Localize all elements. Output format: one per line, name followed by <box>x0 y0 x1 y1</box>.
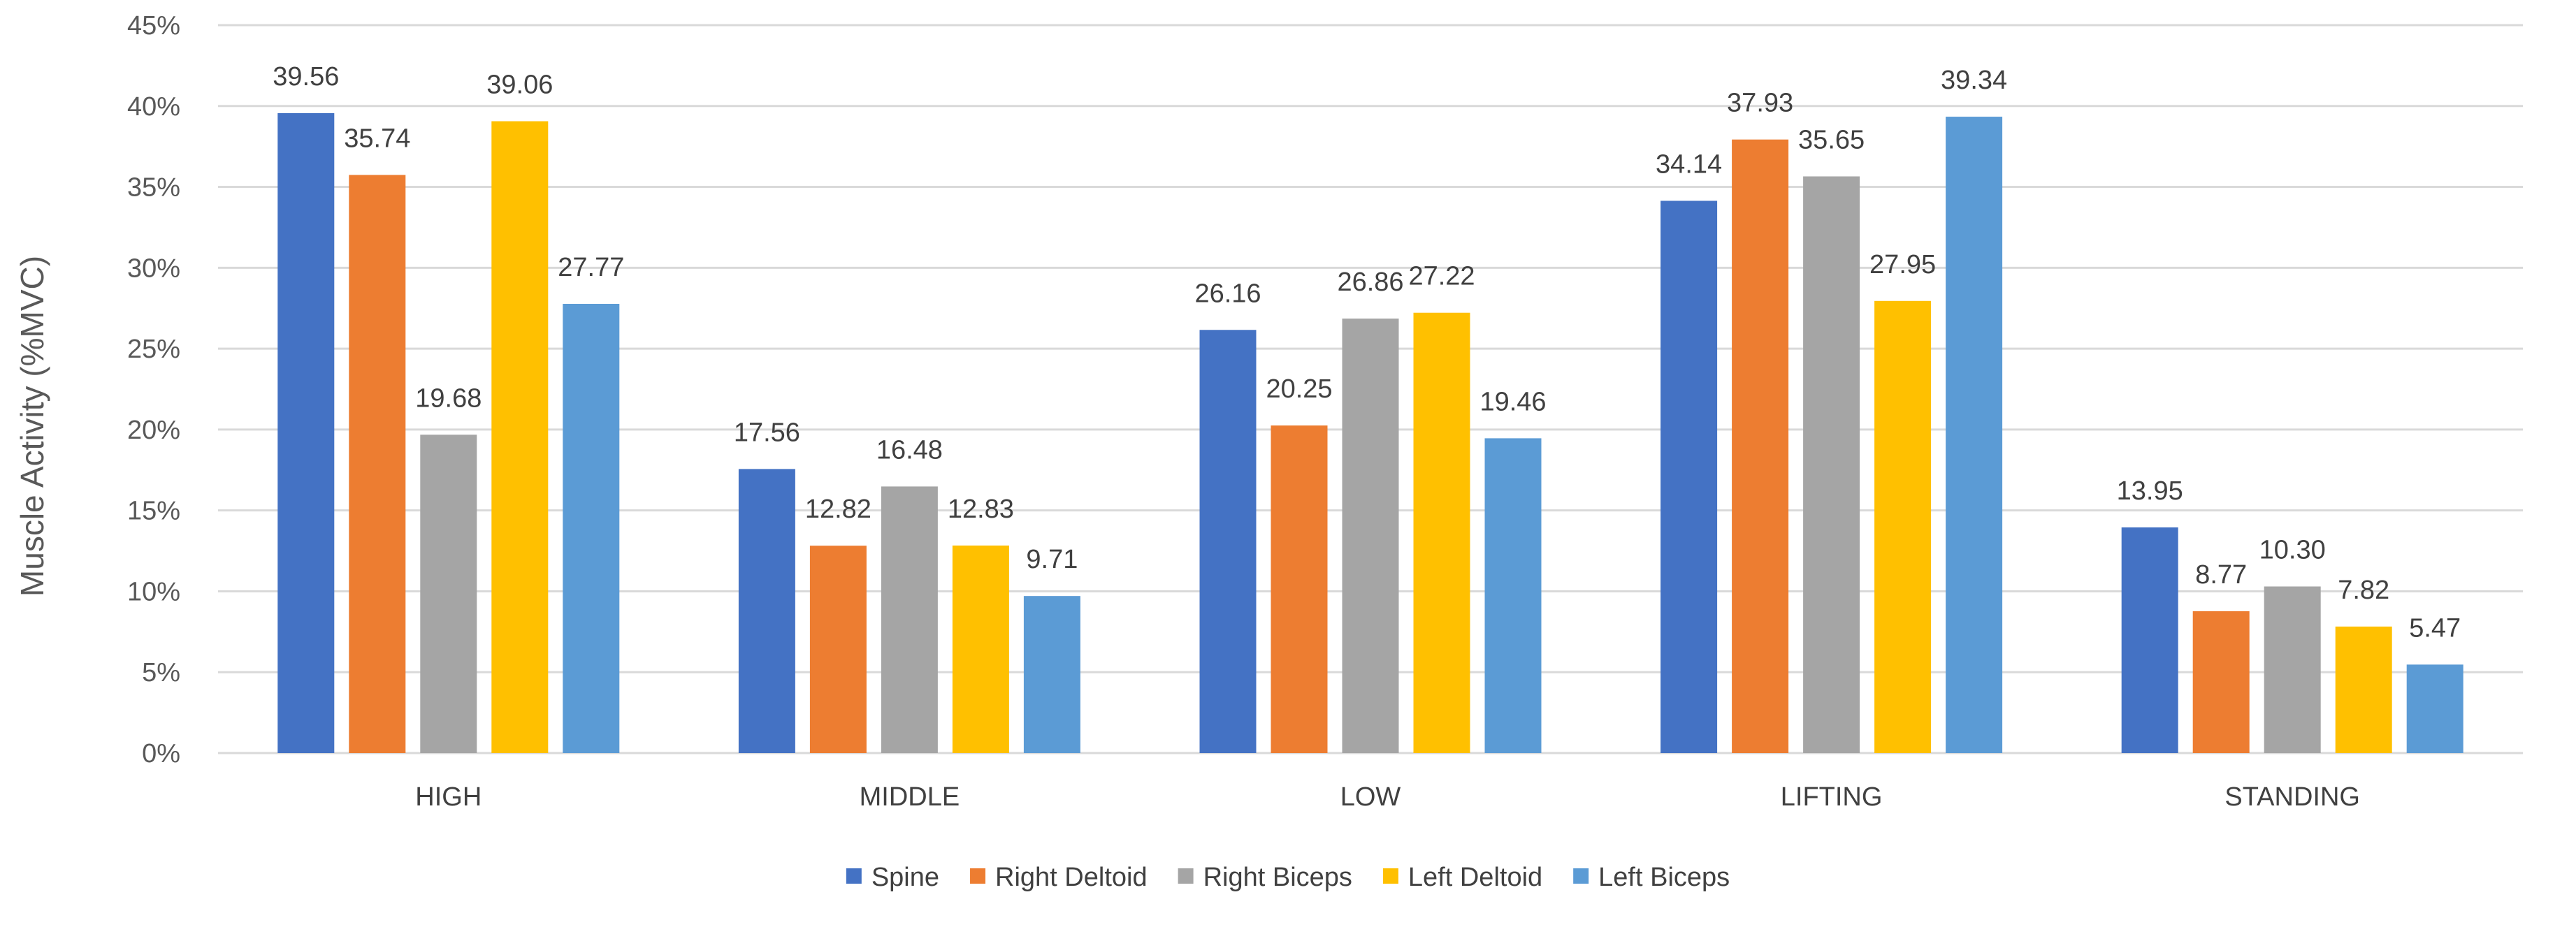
bar <box>1874 300 1932 753</box>
legend-swatch <box>1573 868 1589 884</box>
data-label: 27.95 <box>1869 250 1936 279</box>
bar <box>349 175 406 754</box>
data-label: 39.06 <box>486 71 553 100</box>
data-label: 8.77 <box>2195 560 2247 590</box>
bar <box>738 469 795 753</box>
bar <box>491 121 549 753</box>
y-tick-label: 5% <box>142 658 180 687</box>
y-tick-label: 25% <box>127 335 180 364</box>
legend-label: Right Deltoid <box>995 863 1148 892</box>
data-label: 7.82 <box>2338 576 2389 605</box>
legend-label: Left Biceps <box>1598 863 1730 892</box>
data-label: 19.68 <box>415 384 482 413</box>
bar <box>809 546 867 753</box>
data-labels: 39.56 35.74 19.68 39.06 27.77 17.56 12.82 16.48… <box>273 62 2461 643</box>
data-label: 37.93 <box>1727 89 1793 118</box>
data-label: 13.95 <box>2117 476 2183 506</box>
data-label: 26.86 <box>1337 268 1403 297</box>
y-tick-label: 0% <box>142 739 180 768</box>
y-tick-label: 10% <box>127 577 180 606</box>
bar <box>2121 527 2178 753</box>
y-axis-title: Muscle Activity (%MVC) <box>14 256 50 597</box>
data-label: 17.56 <box>734 418 800 447</box>
bar <box>1484 438 1542 753</box>
bar <box>2335 626 2392 753</box>
data-label: 34.14 <box>1656 149 1722 179</box>
data-label: 39.56 <box>273 62 339 92</box>
x-category-label: HIGH <box>415 782 482 812</box>
legend-label: Right Biceps <box>1203 863 1352 892</box>
data-label: 16.48 <box>876 435 943 465</box>
data-label: 35.65 <box>1798 126 1865 155</box>
x-category-label: LOW <box>1340 782 1401 812</box>
y-tick-label: 20% <box>127 416 180 445</box>
y-tick-label: 35% <box>127 173 180 203</box>
bars <box>277 112 2463 754</box>
x-category-label: STANDING <box>2224 782 2360 812</box>
data-label: 12.83 <box>948 495 1014 524</box>
bar <box>1199 330 1257 753</box>
data-label: 5.47 <box>2409 613 2461 643</box>
bar <box>2264 586 2321 753</box>
bar <box>2406 664 2463 753</box>
y-tick-label: 40% <box>127 92 180 122</box>
bar <box>1342 319 1399 754</box>
data-label: 20.25 <box>1266 374 1332 404</box>
y-tick-label: 45% <box>127 11 180 41</box>
bar <box>1413 312 1470 753</box>
bar <box>2192 611 2250 753</box>
x-category-label: MIDDLE <box>860 782 960 812</box>
data-label: 10.30 <box>2259 535 2326 564</box>
bar <box>952 545 1009 753</box>
legend-swatch <box>970 868 986 884</box>
legend-swatch <box>1382 868 1398 884</box>
bar <box>1732 139 1789 753</box>
data-label: 39.34 <box>1941 66 2007 95</box>
bar <box>1023 596 1080 753</box>
y-tick-label: 15% <box>127 497 180 526</box>
y-tick-label: 30% <box>127 254 180 283</box>
bar <box>277 112 335 754</box>
data-label: 26.16 <box>1194 279 1261 308</box>
data-label: 35.74 <box>344 124 410 153</box>
data-label: 27.22 <box>1408 262 1475 291</box>
legend-label: Spine <box>871 863 939 892</box>
data-label: 19.46 <box>1479 387 1546 416</box>
data-label: 27.77 <box>558 253 624 282</box>
legend-swatch <box>1178 868 1194 884</box>
x-category-label: LIFTING <box>1781 782 1883 812</box>
bar <box>1946 117 2003 754</box>
legend-label: Left Deltoid <box>1408 863 1542 892</box>
data-label: 9.71 <box>1026 545 1078 574</box>
bar <box>1271 425 1328 753</box>
y-axis-ticks: 0% 5% 10% 15% 20% 25% 30% 35% 40% 45% <box>127 11 180 768</box>
bar <box>881 486 938 753</box>
legend-swatch <box>846 868 862 884</box>
x-axis-categories: HIGH MIDDLE LOW LIFTING STANDING <box>415 782 2360 812</box>
bar <box>563 303 620 753</box>
data-label: 12.82 <box>805 495 871 524</box>
legend: Spine Right Deltoid Right Biceps Left Delto… <box>846 863 1730 892</box>
bar <box>420 435 477 753</box>
bar <box>1660 200 1718 753</box>
bar <box>1803 176 1860 753</box>
